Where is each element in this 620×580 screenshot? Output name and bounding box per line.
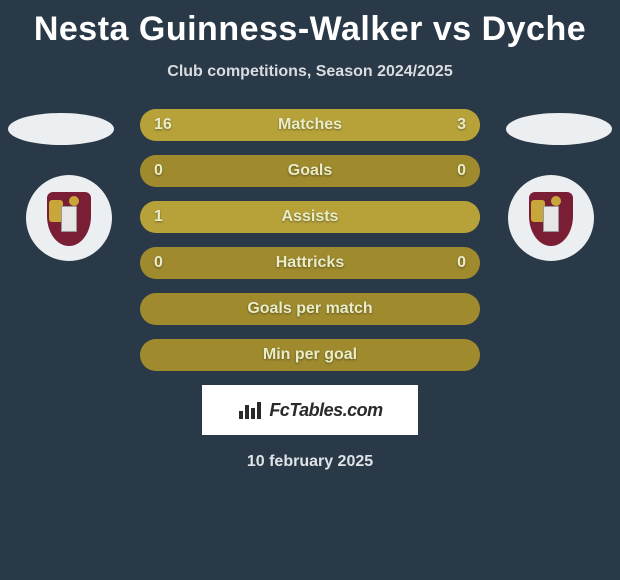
stat-row: 00Hattricks: [140, 247, 480, 279]
chart-icon: [237, 399, 263, 421]
stat-row: Min per goal: [140, 339, 480, 371]
stat-row: 1Assists: [140, 201, 480, 233]
club-crest-right: [508, 175, 594, 261]
stat-row: Goals per match: [140, 293, 480, 325]
stat-label: Goals: [140, 155, 480, 187]
shield-icon: [523, 186, 579, 250]
page-subtitle: Club competitions, Season 2024/2025: [0, 63, 620, 81]
stat-label: Goals per match: [140, 293, 480, 325]
stat-label: Hattricks: [140, 247, 480, 279]
brand-text: FcTables.com: [269, 400, 382, 421]
stat-label: Min per goal: [140, 339, 480, 371]
player-right-slot: [506, 113, 612, 145]
stat-label: Matches: [140, 109, 480, 141]
comparison-chart: 163Matches 00Goals 1Assists 00Hattricks Goal…: [0, 109, 620, 371]
stat-label: Assists: [140, 201, 480, 233]
page-title: Nesta Guinness-Walker vs Dyche: [0, 0, 620, 49]
stat-row: 163Matches: [140, 109, 480, 141]
brand-logo: FcTables.com: [202, 385, 418, 435]
generated-date: 10 february 2025: [0, 453, 620, 471]
shield-icon: [41, 186, 97, 250]
player-left-slot: [8, 113, 114, 145]
stat-row: 00Goals: [140, 155, 480, 187]
club-crest-left: [26, 175, 112, 261]
